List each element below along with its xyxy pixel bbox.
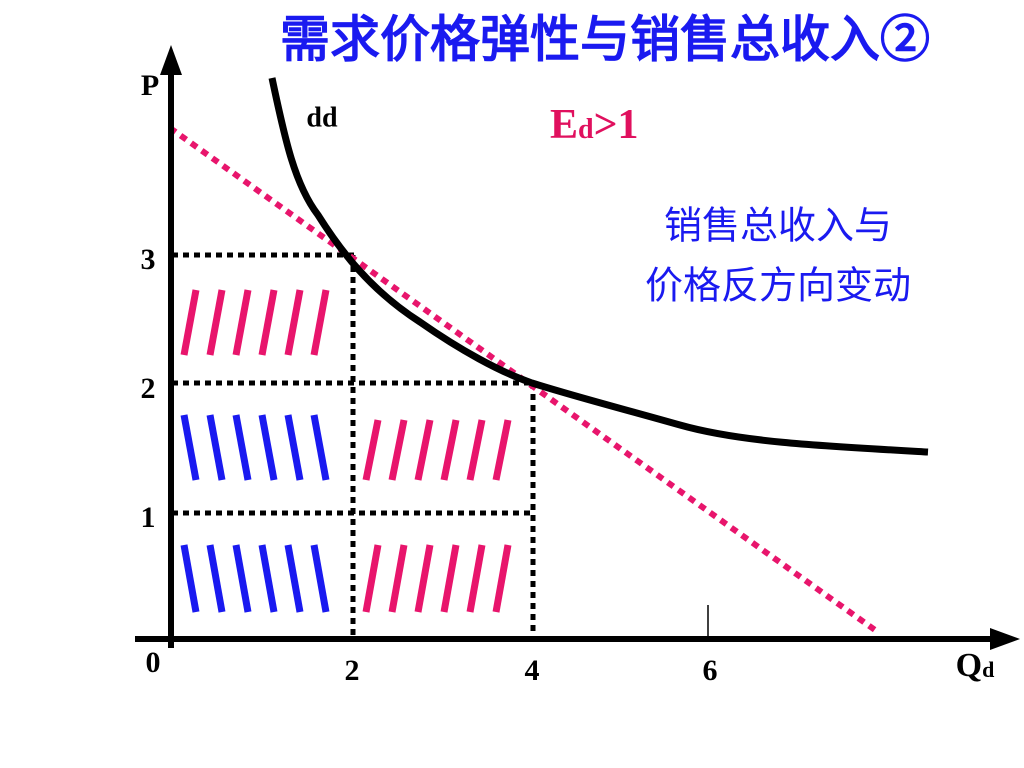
hatch-stroke <box>362 419 382 481</box>
elasticity-relation: >1 <box>594 102 639 148</box>
hatch-stroke <box>232 414 252 481</box>
x-axis-label: Qd <box>956 647 995 684</box>
demand-curve <box>268 77 929 456</box>
hatch-stroke <box>206 544 226 613</box>
y-axis-label: P <box>141 69 159 102</box>
hatch-stroke <box>414 419 434 481</box>
hatch-stroke <box>258 414 278 481</box>
hatch-stroke <box>310 289 330 356</box>
hatch-stroke <box>232 289 252 356</box>
hatch-stroke <box>180 414 200 481</box>
hatch-areas <box>180 289 512 613</box>
y-tick-label: 3 <box>141 243 156 276</box>
x-axis-label-sub: d <box>982 657 994 682</box>
hatch-stroke <box>284 289 304 356</box>
x-tick-label: 4 <box>525 654 540 687</box>
dotted-guides <box>172 252 709 640</box>
hatch-stroke <box>388 419 408 481</box>
elasticity-label: Ed>1 <box>550 102 639 148</box>
hatch-stroke <box>258 544 278 613</box>
axes <box>135 45 1020 650</box>
note-line: 销售总收入与 <box>664 206 892 248</box>
hatch-stroke <box>414 544 434 613</box>
origin-label: 0 <box>146 646 161 679</box>
hatch-stroke <box>180 544 200 613</box>
hatch-stroke <box>232 544 252 613</box>
x-tick-label: 6 <box>703 654 718 687</box>
hatch-stroke <box>180 289 200 356</box>
hatch-stroke <box>206 289 226 356</box>
hatch-stroke <box>440 419 460 481</box>
elasticity-symbol: E <box>550 102 578 148</box>
hatch-stroke <box>284 544 304 613</box>
hatch-stroke <box>388 544 408 613</box>
hatch-stroke <box>362 544 382 613</box>
note-line: 价格反方向变动 <box>645 266 911 308</box>
slide-title: 需求价格弹性与销售总收入② <box>280 11 930 67</box>
x-axis-label-main: Q <box>956 647 982 684</box>
elasticity-sub: d <box>578 114 594 145</box>
hatch-stroke <box>492 544 512 613</box>
hatch-stroke <box>206 414 226 481</box>
y-tick-label: 2 <box>141 372 156 405</box>
hatch-stroke <box>440 544 460 613</box>
hatch-stroke <box>492 419 512 481</box>
hatch-stroke <box>466 544 486 613</box>
curve-label: dd <box>306 102 338 133</box>
x-tick-label: 2 <box>345 654 360 687</box>
hatch-stroke <box>284 414 304 481</box>
hatch-stroke <box>258 289 278 356</box>
hatch-stroke <box>310 414 330 481</box>
y-tick-label: 1 <box>141 501 156 534</box>
hatch-stroke <box>466 419 486 481</box>
hatch-stroke <box>310 544 330 613</box>
